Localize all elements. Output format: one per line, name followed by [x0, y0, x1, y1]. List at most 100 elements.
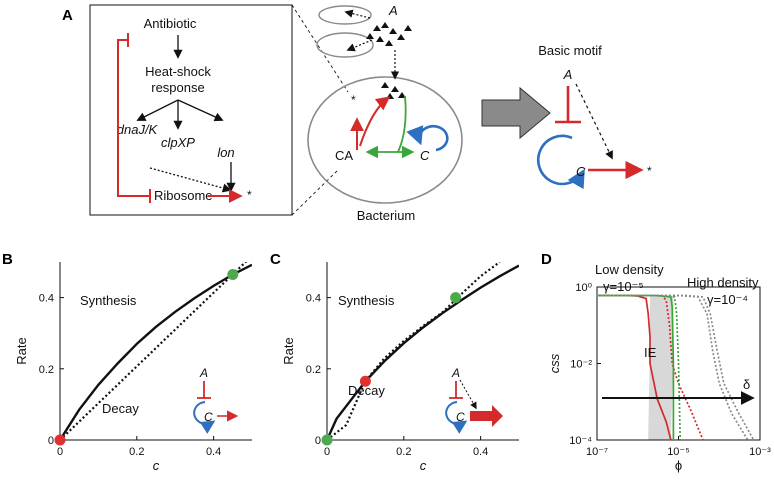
c-synthesis-label: Synthesis — [338, 293, 395, 308]
y-axis-label: Rate — [281, 337, 296, 364]
b-inset-loop — [193, 401, 216, 434]
x-tick-label: 0 — [57, 446, 63, 458]
panel-b-letter: B — [2, 251, 13, 268]
x-tick-label: 0 — [324, 446, 330, 458]
panel-a: A Antibiotic Heat-shock response dnaJ/K … — [62, 3, 652, 223]
ie-label: IE — [644, 345, 657, 360]
efflux-arrow-2 — [346, 39, 373, 52]
small-cell-1 — [318, 5, 372, 25]
c-decay-label: Decay — [348, 383, 385, 398]
fixed-point-red — [359, 375, 371, 387]
delta-label: δ — [743, 377, 750, 392]
synthesis-curve — [60, 263, 252, 440]
lon-label: lon — [217, 145, 234, 160]
fixed-point-green — [450, 292, 462, 304]
panel-c: C 0 0.2 0.4 0 0.2 0.4 c Rate Synthesis Decay A … — [270, 251, 519, 473]
x-axis-label: c — [153, 458, 160, 473]
cell-a-label: A — [388, 3, 398, 18]
fixed-point-red — [54, 434, 66, 446]
y-tick-label: 10⁰ — [575, 282, 592, 294]
x-tick-label: 10⁻⁷ — [586, 446, 608, 458]
chart-b: 0 0.2 0.4 0 0.2 0.4 c Rate — [14, 262, 252, 473]
y-axis-label: Rate — [14, 337, 29, 364]
motif-dotted-arrow — [575, 83, 613, 160]
zoom-line-top — [291, 4, 349, 93]
cell-c-autoloop — [406, 124, 449, 152]
efflux-arrow-1 — [344, 9, 371, 19]
hsr-to-dnajk-arrow — [136, 99, 179, 121]
ribosome-star: * — [247, 188, 252, 202]
ca-red-curve — [359, 96, 391, 147]
cell-c-label: C — [420, 148, 430, 163]
b-inset-c: C — [204, 410, 213, 424]
bacterium-cell — [307, 76, 463, 204]
x-axis-label: c — [420, 458, 427, 473]
x-tick-label: 0.4 — [206, 446, 221, 458]
y-axis-label: css — [547, 353, 562, 373]
c-inset-output — [470, 405, 503, 427]
b-inset-motif: A C — [193, 366, 239, 434]
x-tick-label: 10⁻⁵ — [667, 446, 690, 458]
b-synthesis-label: Synthesis — [80, 293, 137, 308]
y-tick-label: 10⁻⁴ — [569, 435, 592, 447]
motif-c-label: C — [576, 164, 586, 179]
b-decay-label: Decay — [102, 401, 139, 416]
pathway-box — [89, 4, 293, 216]
x-tick-label: 10⁻³ — [749, 446, 771, 458]
green-binding-curve — [397, 95, 407, 153]
cell-star: * — [351, 93, 356, 107]
y-tick-label: 0 — [48, 435, 54, 447]
antibiotic-molecules — [366, 22, 412, 99]
high-density-label: High density — [687, 275, 759, 290]
x-tick-label: 0.2 — [396, 446, 411, 458]
panel-a-letter: A — [62, 7, 73, 24]
x-tick-label: 0.2 — [129, 446, 144, 458]
x-axis-label: ϕ — [675, 458, 682, 473]
c-inset-a: A — [451, 366, 460, 380]
c-inset-dotted — [459, 379, 477, 410]
motif-star: * — [647, 164, 652, 178]
y-tick-label: 10⁻² — [570, 359, 592, 371]
gamma-high-label: γ=10⁻⁴ — [707, 292, 748, 307]
ie-region — [648, 295, 674, 440]
chart-d: 10⁻⁷ 10⁻⁵ 10⁻³ 10⁰ 10⁻² 10⁻⁴ ϕ css — [547, 282, 771, 473]
bacterium-caption: Bacterium — [357, 208, 416, 223]
b-inset-a: A — [199, 366, 208, 380]
ca-label: CA — [335, 148, 353, 163]
zoom-line-bottom — [291, 169, 339, 216]
small-cell-2 — [316, 32, 374, 58]
clpxp-label: clpXP — [161, 135, 195, 150]
gamma-low-label: γ=10⁻⁵ — [603, 279, 644, 294]
y-tick-label: 0.2 — [306, 364, 321, 376]
hsr-label-line2: response — [151, 80, 204, 95]
chart-c: 0 0.2 0.4 0 0.2 0.4 c Rate — [281, 262, 519, 473]
panel-c-letter: C — [270, 251, 281, 268]
c-inset-loop — [445, 401, 468, 434]
y-tick-label: 0.4 — [306, 293, 321, 305]
decay-curve — [60, 262, 248, 440]
decay-curve — [327, 262, 501, 440]
fixed-point-green — [227, 268, 239, 280]
fixed-point-green — [321, 434, 333, 446]
ribosome-label: Ribosome — [154, 188, 213, 203]
ss-curve-green-solid — [597, 294, 675, 440]
ss-curve-grey-dotted — [597, 294, 755, 441]
motif-title: Basic motif — [538, 43, 602, 58]
dnajk-dotted-arrow — [149, 167, 232, 193]
y-tick-label: 0.2 — [39, 364, 54, 376]
synthesis-curve — [327, 264, 519, 440]
antibiotic-inhibition-bracket — [117, 39, 150, 197]
motif-a-label: A — [563, 67, 573, 82]
y-tick-label: 0.4 — [39, 293, 54, 305]
y-tick-label: 0 — [315, 435, 321, 447]
panel-d: D 10⁻⁷ 10⁻⁵ 10⁻³ 10⁰ 10⁻² 10⁻⁴ ϕ css Low densit… — [541, 251, 771, 473]
panel-b: B 0 0.2 0.4 0 0.2 0.4 c Rate Synthesis Decay A … — [2, 251, 252, 473]
c-inset-motif: A C — [445, 366, 503, 434]
dnajk-label: dnaJ/K — [117, 122, 159, 137]
low-density-label: Low density — [595, 262, 664, 277]
transition-arrow — [481, 86, 551, 140]
panel-d-letter: D — [541, 251, 552, 268]
hsr-to-lon-arrow — [177, 99, 224, 122]
c-inset-c: C — [456, 410, 465, 424]
